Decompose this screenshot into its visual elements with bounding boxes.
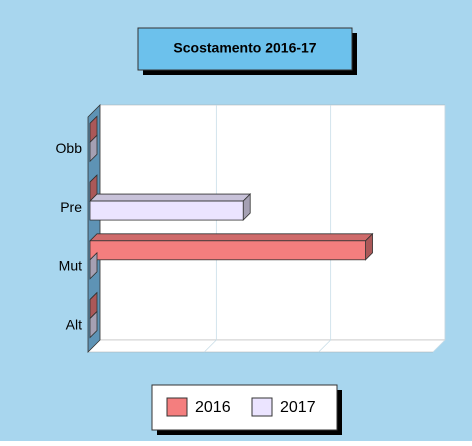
bar-top — [89, 193, 252, 202]
grid-line — [204, 105, 217, 353]
left-wall — [87, 104, 101, 353]
grid-line — [432, 105, 446, 353]
back-wall — [99, 104, 446, 341]
bar-side — [89, 251, 98, 280]
bar — [89, 240, 366, 261]
title-box — [137, 27, 353, 71]
y-tick-label: Pre — [60, 199, 82, 215]
y-tick-label: Alt — [66, 316, 82, 332]
bar-side — [89, 134, 98, 163]
bar-side — [89, 310, 98, 339]
y-tick-label: Mut — [59, 258, 82, 274]
chart-title: Scostamento 2016-17 — [173, 40, 316, 56]
bar — [89, 200, 244, 221]
floor — [87, 339, 446, 353]
bar-top — [89, 233, 374, 242]
legend-label: 2017 — [280, 399, 316, 416]
y-tick-label: Obb — [56, 140, 83, 156]
legend-swatch — [166, 397, 188, 417]
legend-swatch — [251, 397, 273, 417]
grid-line — [318, 105, 332, 353]
legend-label: 2016 — [195, 399, 231, 416]
